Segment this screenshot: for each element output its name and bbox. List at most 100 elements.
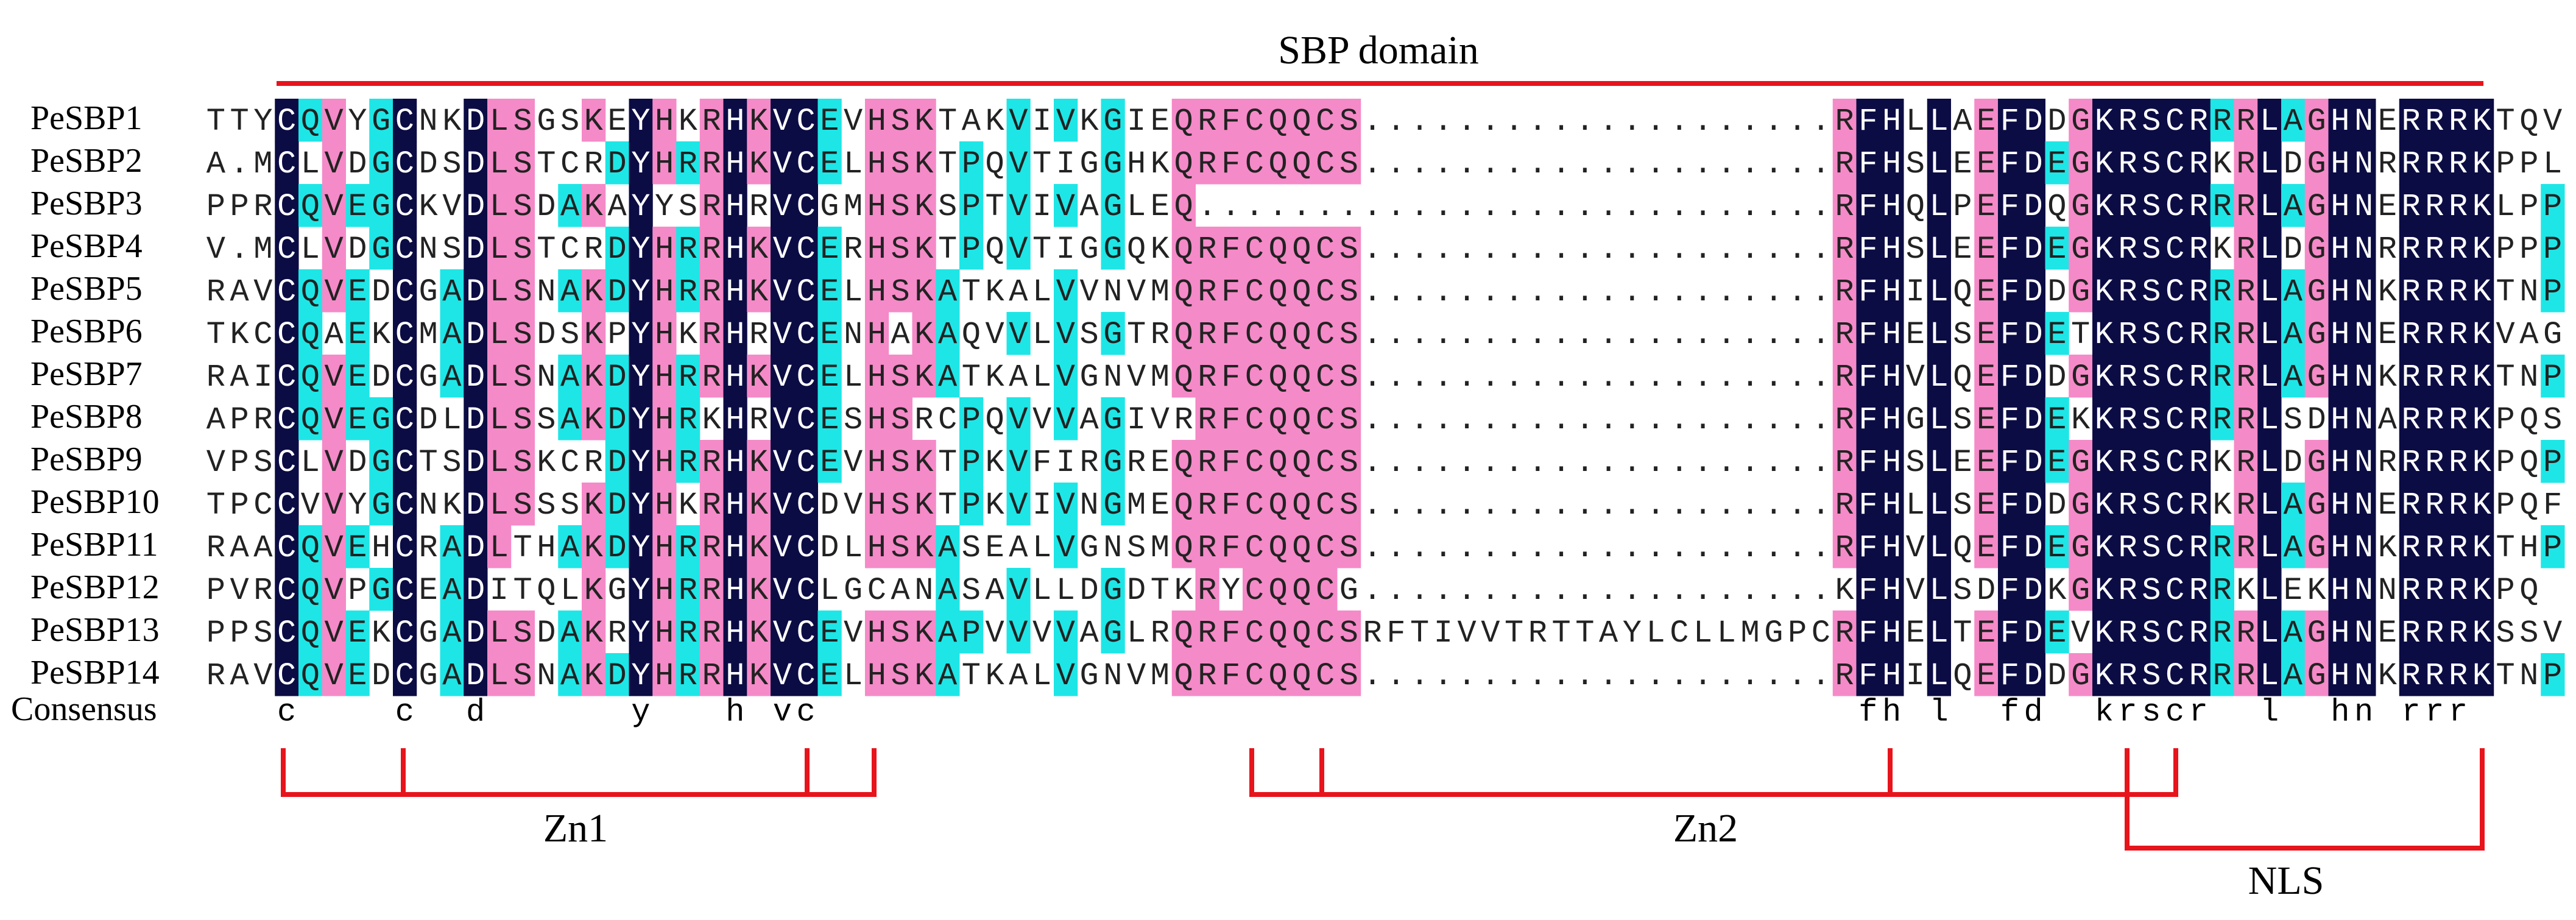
residue-shade bbox=[794, 397, 818, 441]
residue-shade bbox=[1266, 141, 1290, 185]
residue-shade bbox=[912, 312, 936, 355]
residue-shade bbox=[1974, 397, 1999, 441]
residue-shade bbox=[275, 184, 299, 227]
residue-shade bbox=[2352, 227, 2376, 270]
residue-shade bbox=[2234, 269, 2258, 313]
residue-shade bbox=[582, 397, 606, 441]
residue-shade bbox=[2541, 184, 2565, 227]
residue-shade bbox=[582, 99, 606, 142]
residue-shade bbox=[2328, 227, 2352, 270]
residue-shade bbox=[2163, 99, 2187, 142]
region-label: NLS bbox=[2248, 858, 2324, 903]
residue-shade bbox=[1219, 227, 1243, 270]
residue-shade bbox=[487, 99, 512, 142]
residue-shade bbox=[2304, 269, 2329, 313]
residue-shade bbox=[723, 184, 747, 227]
residue-shade bbox=[1927, 355, 1951, 398]
residue-shade bbox=[652, 227, 677, 270]
residue-shade bbox=[1006, 312, 1031, 355]
residue-shade bbox=[393, 141, 417, 185]
residue-shade bbox=[1195, 269, 1219, 313]
residue-shade bbox=[2069, 99, 2093, 142]
residue-shade bbox=[393, 355, 417, 398]
residue-shade bbox=[322, 99, 346, 142]
residue-shade bbox=[629, 440, 653, 483]
residue-shade bbox=[2304, 312, 2329, 355]
residue-shade bbox=[771, 99, 795, 142]
residue-shade bbox=[912, 355, 936, 398]
residue-shade bbox=[794, 227, 818, 270]
residue-shade bbox=[2470, 184, 2494, 227]
residue-shade bbox=[2234, 312, 2258, 355]
residue-shade bbox=[1219, 99, 1243, 142]
residue-shade bbox=[2163, 397, 2187, 441]
residue-shade bbox=[1974, 141, 1999, 185]
residue-shade bbox=[1337, 355, 1361, 398]
residue-shade bbox=[794, 184, 818, 227]
residue-shade bbox=[2257, 184, 2282, 227]
residue-shade bbox=[1337, 312, 1361, 355]
residue-shade bbox=[1313, 269, 1338, 313]
residue-shade bbox=[1266, 312, 1290, 355]
residue-shade bbox=[1313, 141, 1338, 185]
residue-shade bbox=[322, 440, 346, 483]
residue-shade bbox=[912, 269, 936, 313]
residue-shade bbox=[888, 99, 912, 142]
residue-shade bbox=[464, 141, 488, 185]
residue-shade bbox=[510, 397, 535, 441]
residue-shade bbox=[2187, 355, 2211, 398]
residue-shade bbox=[2541, 227, 2565, 270]
residue-shade bbox=[629, 269, 653, 313]
residue-shade bbox=[440, 312, 464, 355]
residue-shade bbox=[582, 355, 606, 398]
region-label: Zn1 bbox=[543, 806, 608, 851]
residue-shade bbox=[2021, 269, 2045, 313]
residue-shade bbox=[369, 227, 393, 270]
residue-shade bbox=[1290, 269, 1314, 313]
residue-shade bbox=[1195, 312, 1219, 355]
residue-shade bbox=[605, 440, 629, 483]
residue-shade bbox=[747, 269, 771, 313]
residue-shade bbox=[275, 269, 299, 313]
residue-shade bbox=[865, 141, 889, 185]
residue-shade bbox=[440, 269, 464, 313]
residue-shade bbox=[2187, 312, 2211, 355]
residue-shade bbox=[1195, 355, 1219, 398]
residue-shade bbox=[2045, 312, 2069, 355]
residue-shade bbox=[676, 355, 700, 398]
residue-shade bbox=[2139, 184, 2164, 227]
residue-shade bbox=[2115, 141, 2140, 185]
residue-shade bbox=[2422, 141, 2447, 185]
residue-shade bbox=[487, 227, 512, 270]
residue-shade bbox=[629, 397, 653, 441]
residue-shade bbox=[747, 227, 771, 270]
residue-shade bbox=[1101, 312, 1125, 355]
residue-shade bbox=[2422, 355, 2447, 398]
residue-shade bbox=[1974, 355, 1999, 398]
residue-shade bbox=[2328, 141, 2352, 185]
residue-shade bbox=[865, 269, 889, 313]
residue-shade bbox=[2399, 269, 2423, 313]
residue-shade bbox=[1054, 269, 1078, 313]
residue-shade bbox=[1880, 184, 1904, 227]
residue-shade bbox=[275, 312, 299, 355]
zn2-bracket bbox=[1249, 748, 2178, 797]
residue-shade bbox=[487, 184, 512, 227]
residue-shade bbox=[393, 184, 417, 227]
residue-shade bbox=[2234, 141, 2258, 185]
residue-shade bbox=[699, 355, 724, 398]
residue-shade bbox=[771, 440, 795, 483]
residue-shade bbox=[2446, 397, 2471, 441]
residue-shade bbox=[558, 355, 582, 398]
residue-shade bbox=[298, 312, 323, 355]
residue-shade bbox=[888, 355, 912, 398]
residue-shade bbox=[771, 312, 795, 355]
residue-shade bbox=[1337, 99, 1361, 142]
residue-shade bbox=[794, 355, 818, 398]
residue-shade bbox=[959, 184, 984, 227]
residue-shade bbox=[888, 269, 912, 313]
residue-shade bbox=[817, 99, 842, 142]
residue-shade bbox=[2470, 355, 2494, 398]
residue-shade bbox=[723, 227, 747, 270]
